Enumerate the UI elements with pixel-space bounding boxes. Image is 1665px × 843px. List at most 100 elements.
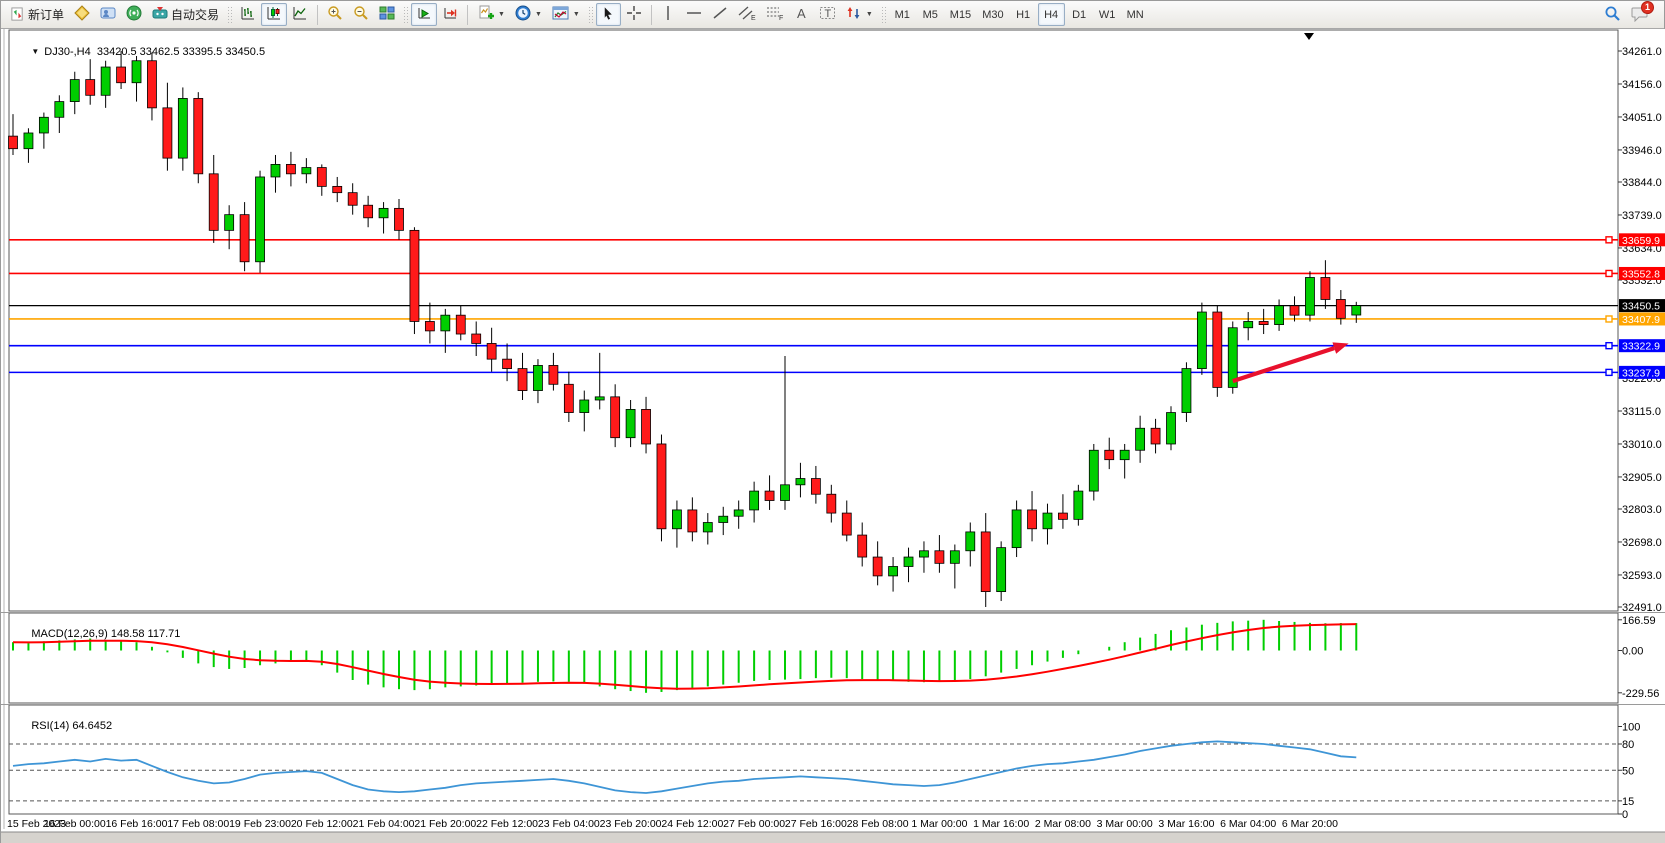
price-chart-canvas[interactable]: 34261.0 34156.0 34051.0 33946.0 33844.0 33739… bbox=[1, 29, 1665, 843]
periods-button[interactable]: ▼ bbox=[510, 3, 547, 26]
svg-text:33237.9: 33237.9 bbox=[1622, 367, 1660, 379]
arrows-button[interactable]: ▼ bbox=[841, 3, 878, 26]
timeframe-m1-button[interactable]: M1 bbox=[889, 3, 916, 26]
chart-dropdown-icon[interactable]: ▼ bbox=[31, 47, 40, 56]
timeframe-h1-button[interactable]: H1 bbox=[1010, 3, 1037, 26]
timeframe-w1-button[interactable]: W1 bbox=[1094, 3, 1121, 26]
bar-chart-button[interactable] bbox=[235, 3, 261, 26]
svg-text:100: 100 bbox=[1622, 722, 1640, 734]
svg-text:34156.0: 34156.0 bbox=[1622, 79, 1662, 91]
svg-text:33322.9: 33322.9 bbox=[1622, 341, 1660, 353]
svg-text:33659.9: 33659.9 bbox=[1622, 235, 1660, 247]
svg-text:16 Feb 16:00: 16 Feb 16:00 bbox=[106, 818, 168, 830]
template-icon bbox=[552, 5, 569, 24]
svg-text:33450.5: 33450.5 bbox=[1622, 301, 1660, 313]
svg-text:34261.0: 34261.0 bbox=[1622, 46, 1662, 58]
macd-indicator-label: MACD(12,26,9) 148.58 117.71 bbox=[31, 628, 181, 640]
cursor-button[interactable] bbox=[595, 3, 621, 26]
chart-title: ▼ DJ30-,H4 33420.5 33462.5 33395.5 33450.… bbox=[13, 34, 265, 70]
auto-scroll-button[interactable] bbox=[411, 3, 438, 26]
chart-shift-icon bbox=[442, 5, 458, 24]
svg-text:3 Mar 00:00: 3 Mar 00:00 bbox=[1097, 818, 1153, 830]
svg-text:-229.56: -229.56 bbox=[1622, 688, 1659, 700]
search-button[interactable] bbox=[1599, 3, 1626, 26]
toolbar: 新订单 自动交易 bbox=[1, 0, 1664, 29]
svg-text:0.00: 0.00 bbox=[1622, 646, 1643, 658]
chart-ohlc-values: 33420.5 33462.5 33395.5 33450.5 bbox=[96, 46, 266, 58]
svg-text:33946.0: 33946.0 bbox=[1622, 145, 1662, 157]
profile-button[interactable] bbox=[95, 3, 121, 26]
timeframe-m5-button[interactable]: M5 bbox=[917, 3, 944, 26]
timeframe-d1-button[interactable]: D1 bbox=[1066, 3, 1093, 26]
fibonacci-button[interactable]: F bbox=[761, 3, 789, 26]
svg-text:T: T bbox=[824, 8, 831, 20]
vertical-line-icon bbox=[661, 5, 675, 24]
crosshair-icon bbox=[626, 5, 642, 24]
timeframe-h4-button[interactable]: H4 bbox=[1037, 3, 1065, 26]
bar-chart-icon bbox=[240, 5, 256, 24]
svg-text:23 Feb 04:00: 23 Feb 04:00 bbox=[538, 818, 600, 830]
templates-button[interactable]: ▼ bbox=[547, 3, 585, 26]
new-order-icon bbox=[10, 7, 25, 22]
add-indicator-button[interactable]: ▼ bbox=[472, 3, 510, 26]
zoom-out-button[interactable] bbox=[348, 3, 374, 26]
timeframe-group: M1 M5 M15 M30 H1 H4 D1 W1 MN bbox=[889, 3, 1149, 26]
svg-text:21 Feb 04:00: 21 Feb 04:00 bbox=[353, 818, 415, 830]
crosshair-button[interactable] bbox=[621, 3, 647, 26]
clock-icon bbox=[515, 5, 531, 24]
arrows-icon bbox=[846, 5, 862, 24]
autotrading-button[interactable]: 自动交易 bbox=[147, 3, 224, 26]
candlestick-chart-button[interactable] bbox=[261, 3, 288, 26]
autotrading-label: 自动交易 bbox=[171, 8, 220, 22]
svg-text:33739.0: 33739.0 bbox=[1622, 210, 1662, 222]
svg-text:32593.0: 32593.0 bbox=[1622, 570, 1662, 582]
svg-text:33552.8: 33552.8 bbox=[1622, 268, 1660, 280]
toolbar-grip bbox=[880, 5, 886, 24]
toolbar-grip bbox=[227, 5, 233, 24]
svg-text:50: 50 bbox=[1622, 765, 1634, 777]
zoom-out-icon bbox=[353, 5, 369, 24]
timeframe-mn-button[interactable]: MN bbox=[1122, 3, 1149, 26]
text-button[interactable]: A bbox=[789, 3, 814, 26]
text-icon: A bbox=[794, 5, 809, 24]
toolbar-grip bbox=[587, 5, 593, 24]
equidistant-channel-button[interactable]: E bbox=[733, 3, 761, 26]
add-indicator-icon bbox=[477, 5, 495, 24]
svg-text:2 Mar 08:00: 2 Mar 08:00 bbox=[1035, 818, 1091, 830]
zoom-in-button[interactable] bbox=[322, 3, 348, 26]
svg-text:33115.0: 33115.0 bbox=[1622, 406, 1661, 418]
rsi-indicator-label: RSI(14) 64.6452 bbox=[31, 720, 113, 732]
svg-text:0: 0 bbox=[1622, 809, 1628, 821]
chart-shift-button[interactable] bbox=[437, 3, 463, 26]
tile-windows-icon bbox=[379, 5, 395, 24]
auto-scroll-icon bbox=[416, 5, 432, 24]
horizontal-line-button[interactable] bbox=[681, 3, 707, 26]
timeframe-m30-button[interactable]: M30 bbox=[977, 3, 1008, 26]
search-icon bbox=[1604, 5, 1621, 25]
signal-icon bbox=[126, 5, 142, 24]
svg-text:80: 80 bbox=[1622, 739, 1634, 751]
zoom-in-icon bbox=[327, 5, 343, 24]
signal-button[interactable] bbox=[121, 3, 147, 26]
svg-text:33844.0: 33844.0 bbox=[1622, 177, 1662, 189]
svg-text:15: 15 bbox=[1622, 796, 1634, 808]
chart-symbol-period: DJ30-,H4 bbox=[44, 46, 91, 58]
svg-text:15 Feb 2023: 15 Feb 2023 bbox=[7, 818, 66, 830]
line-chart-button[interactable] bbox=[287, 3, 313, 26]
chart-window: 34261.0 34156.0 34051.0 33946.0 33844.0 33739… bbox=[1, 29, 1665, 843]
svg-text:6 Mar 04:00: 6 Mar 04:00 bbox=[1220, 818, 1276, 830]
svg-text:3 Mar 16:00: 3 Mar 16:00 bbox=[1158, 818, 1214, 830]
new-order-button[interactable]: 新订单 bbox=[5, 3, 69, 26]
metaeditor-button[interactable] bbox=[69, 3, 95, 26]
tile-windows-button[interactable] bbox=[374, 3, 400, 26]
svg-text:32905.0: 32905.0 bbox=[1622, 472, 1662, 484]
svg-text:27 Feb 00:00: 27 Feb 00:00 bbox=[723, 818, 785, 830]
vertical-line-button[interactable] bbox=[656, 3, 681, 26]
svg-text:27 Feb 16:00: 27 Feb 16:00 bbox=[785, 818, 847, 830]
text-label-button[interactable]: T bbox=[814, 3, 841, 26]
horizontal-line-icon bbox=[686, 6, 702, 23]
trendline-button[interactable] bbox=[707, 3, 733, 26]
timeframe-m15-button[interactable]: M15 bbox=[945, 3, 976, 26]
svg-text:28 Feb 08:00: 28 Feb 08:00 bbox=[847, 818, 909, 830]
chat-button[interactable]: 1 bbox=[1626, 0, 1654, 26]
